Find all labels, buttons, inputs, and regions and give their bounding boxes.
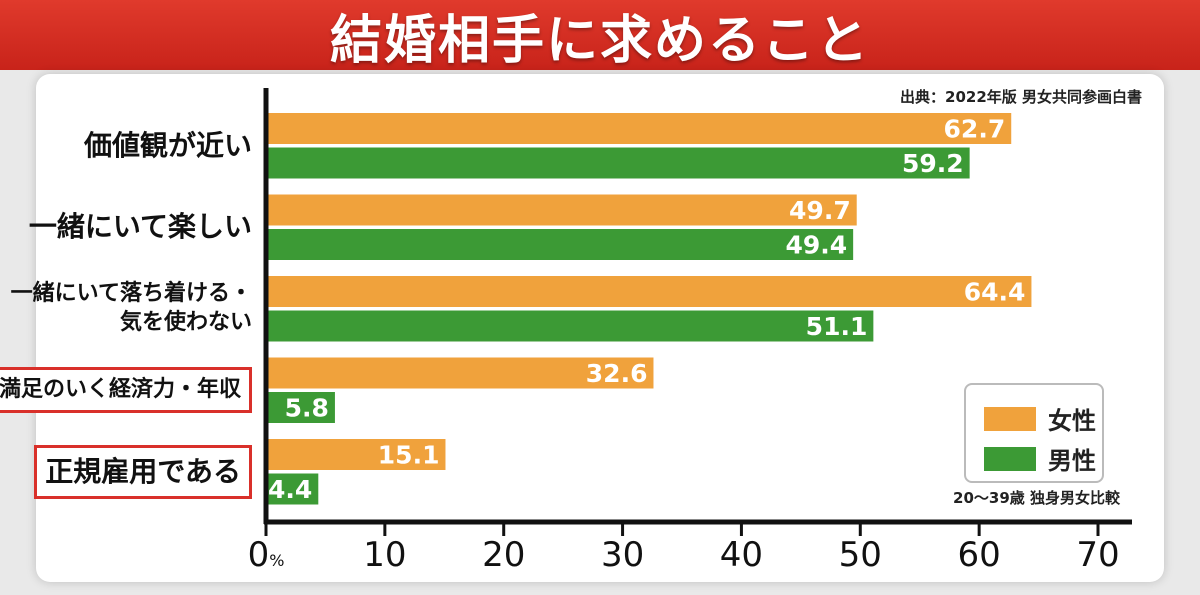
value-label-male-1: 49.4 bbox=[785, 231, 847, 260]
bar-female-1 bbox=[266, 194, 857, 226]
x-tick-label-70: 70 bbox=[1076, 535, 1119, 575]
x-tick-label-10: 10 bbox=[363, 535, 406, 575]
legend-item-female: 女性 bbox=[984, 401, 1096, 436]
x-tick-unit: % bbox=[269, 551, 284, 570]
legend-swatch-female bbox=[984, 406, 1036, 431]
category-label-3: 満足のいく経済力・年収 bbox=[0, 366, 252, 414]
bar-male-2 bbox=[266, 310, 874, 342]
value-label-female-4: 15.1 bbox=[378, 441, 440, 470]
category-label-2: 一緒にいて落ち着ける・ 気を使わない bbox=[11, 280, 252, 337]
legend-label-female: 女性 bbox=[1048, 407, 1096, 435]
category-label-line: 価値観が近い bbox=[83, 128, 252, 162]
category-label-line: 正規雇用である bbox=[45, 454, 241, 488]
note-text: 20〜39歳 独身男女比較 bbox=[953, 489, 1120, 507]
x-tick-label-0: 0% bbox=[248, 535, 285, 575]
category-label-1: 一緒にいて楽しい bbox=[29, 209, 252, 245]
value-label-female-0: 62.7 bbox=[944, 115, 1006, 144]
category-label-line: 一緒にいて楽しい bbox=[28, 210, 252, 244]
x-tick-label-60: 60 bbox=[958, 535, 1001, 575]
category-label-line: 気を使わない bbox=[119, 309, 252, 335]
source-text: 出典：2022年版 男女共同参画白書 bbox=[900, 88, 1142, 106]
category-label-4: 正規雇用である bbox=[34, 444, 252, 500]
category-label-line: 一緒にいて落ち着ける・ bbox=[10, 281, 252, 307]
bar-female-4 bbox=[266, 439, 446, 470]
title-bar: 結婚相手に求めること bbox=[0, 0, 1200, 71]
bar-female-2 bbox=[266, 276, 1032, 307]
x-tick-label-40: 40 bbox=[720, 535, 763, 575]
legend-swatch-male bbox=[984, 446, 1036, 471]
value-label-male-3: 5.8 bbox=[285, 394, 329, 423]
bar-male-3 bbox=[266, 392, 335, 423]
bar-male-1 bbox=[266, 229, 854, 260]
value-label-female-2: 64.4 bbox=[964, 278, 1026, 307]
value-label-female-1: 49.7 bbox=[789, 196, 851, 225]
bar-male-0 bbox=[266, 147, 970, 179]
chart-title: 結婚相手に求めること bbox=[329, 10, 870, 71]
category-label-line: 満足のいく経済力・年収 bbox=[0, 376, 241, 402]
bar-female-0 bbox=[266, 113, 1012, 144]
legend-item-male: 男性 bbox=[984, 441, 1096, 476]
x-tick-label-50: 50 bbox=[839, 535, 882, 575]
value-label-male-4: 4.4 bbox=[268, 475, 312, 504]
value-label-male-0: 59.2 bbox=[902, 149, 964, 178]
value-label-male-2: 51.1 bbox=[806, 312, 868, 341]
bar-male-4 bbox=[266, 473, 319, 505]
legend: 女性 男性 bbox=[964, 383, 1104, 483]
x-tick-label-20: 20 bbox=[482, 535, 525, 575]
bar-female-3 bbox=[266, 357, 654, 389]
legend-label-male: 男性 bbox=[1048, 447, 1096, 475]
x-tick-label-30: 30 bbox=[601, 535, 644, 575]
category-label-0: 価値観が近い bbox=[84, 128, 252, 164]
value-label-female-3: 32.6 bbox=[586, 359, 648, 388]
